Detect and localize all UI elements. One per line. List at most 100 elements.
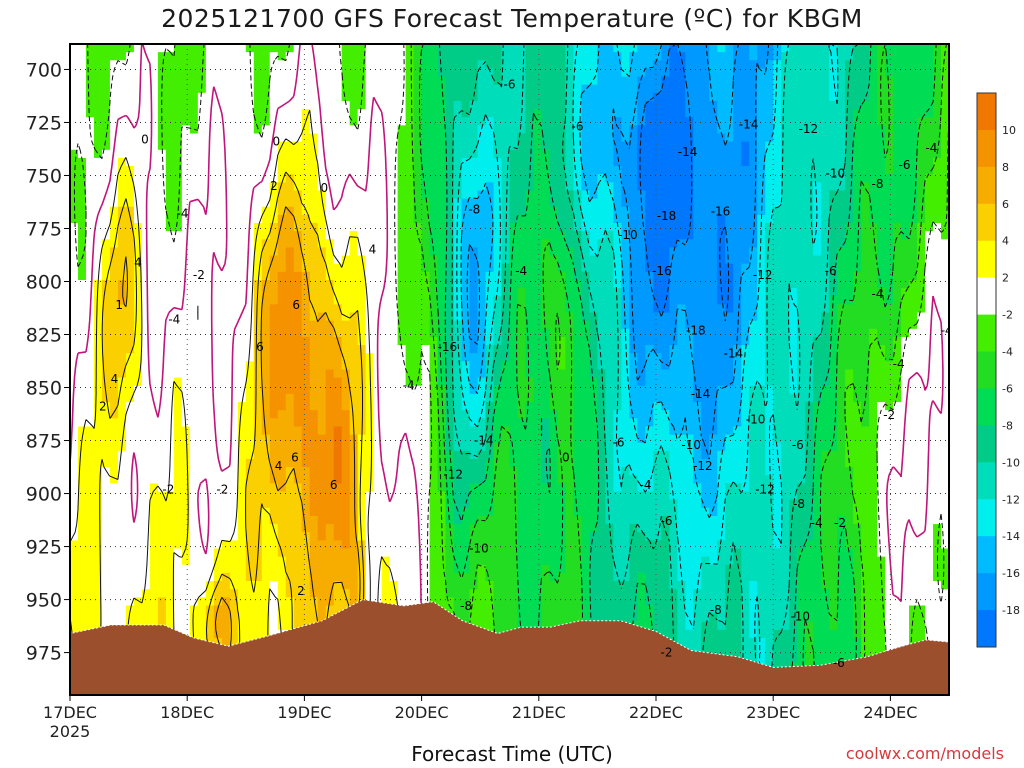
contour-label: -4 bbox=[941, 323, 953, 337]
contour-label: -8 bbox=[460, 599, 472, 613]
contour-label: -6 bbox=[661, 514, 673, 528]
y-tick-label: 850 bbox=[26, 378, 62, 400]
contour-label: -10 bbox=[681, 438, 701, 452]
contour-label: 4 bbox=[275, 459, 283, 473]
x-tick-label: 17DEC bbox=[43, 703, 97, 722]
contour-label: -18 bbox=[686, 323, 706, 337]
contour-label: -8 bbox=[793, 497, 805, 511]
contour-label: -12 bbox=[693, 459, 713, 473]
contour-label: -2 bbox=[162, 482, 174, 496]
y-tick-label: 775 bbox=[26, 218, 62, 240]
contour-label: -4 bbox=[925, 141, 937, 155]
contour--8 bbox=[438, 44, 872, 695]
colorbar-tick-label: -14 bbox=[1002, 530, 1020, 543]
x-tick-label: 22DEC bbox=[629, 703, 683, 722]
contour-label: -14 bbox=[691, 387, 711, 401]
contour-label: 6 bbox=[256, 340, 264, 354]
contour-label: 2 bbox=[297, 584, 305, 598]
contour-label: -14 bbox=[474, 434, 494, 448]
contour-label: -6 bbox=[792, 438, 804, 452]
contour-label: -6 bbox=[504, 77, 516, 91]
contour-label: -10 bbox=[618, 228, 638, 242]
contour-label: -4 bbox=[403, 378, 415, 392]
contour-label: -2 bbox=[883, 408, 895, 422]
contour-label: 6 bbox=[330, 478, 338, 492]
colorbar-tick-label: 10 bbox=[1002, 124, 1016, 137]
contour--16 bbox=[466, 44, 770, 460]
contour-label: -12 bbox=[443, 468, 463, 482]
x-tick-label: 20DEC bbox=[395, 703, 449, 722]
contour-label: 6 bbox=[292, 298, 300, 312]
colorbar-tick-label: -10 bbox=[1002, 456, 1020, 469]
contour-label: -6 bbox=[833, 656, 845, 670]
contour-label: -16 bbox=[438, 340, 458, 354]
contour-label: -4 bbox=[893, 357, 905, 371]
contour-label: -2 bbox=[834, 516, 846, 530]
contour-label: 4 bbox=[369, 243, 377, 257]
colorbar-swatch bbox=[977, 203, 996, 242]
contour-label: -4 bbox=[515, 264, 527, 278]
contour-label: -2 bbox=[193, 268, 205, 282]
y-tick-label: 900 bbox=[26, 484, 62, 506]
contour-label: -12 bbox=[799, 122, 819, 136]
contour-label: 0 bbox=[272, 135, 280, 149]
contour-label: -4 bbox=[872, 287, 884, 301]
x-tick-label: 23DEC bbox=[746, 703, 800, 722]
contour-label: -4 bbox=[177, 207, 189, 221]
colorbar-tick-label: -18 bbox=[1002, 604, 1020, 617]
contour-label: 2 bbox=[99, 400, 107, 414]
colorbar-tick-label: 4 bbox=[1002, 235, 1009, 248]
colorbar-swatch bbox=[977, 240, 996, 279]
colorbar-tick-label: -12 bbox=[1002, 493, 1020, 506]
colorbar-tick-label: -16 bbox=[1002, 567, 1020, 580]
colorbar-swatch bbox=[977, 610, 996, 648]
contour-label: -16 bbox=[711, 205, 731, 219]
colorbar-swatch bbox=[977, 462, 996, 500]
contour--18 bbox=[639, 44, 730, 322]
y-tick-label: 825 bbox=[26, 325, 62, 347]
plot-frame bbox=[69, 43, 950, 696]
colorbar-tick-label: 2 bbox=[1002, 272, 1009, 285]
contour-label: -14 bbox=[739, 118, 759, 132]
contour-label: -10 bbox=[790, 610, 810, 624]
terrain-surface bbox=[70, 599, 949, 695]
x-tick-label: 18DEC bbox=[160, 703, 214, 722]
chart-title: 2025121700 GFS Forecast Temperature (ºC)… bbox=[161, 4, 863, 33]
colorbar-swatch bbox=[977, 573, 996, 611]
x-tick-label: 19DEC bbox=[277, 703, 331, 722]
contour-label: -14 bbox=[678, 145, 698, 159]
contour-label: 1 bbox=[115, 298, 123, 312]
grid-lines bbox=[70, 44, 949, 695]
colorbar-swatch bbox=[977, 536, 996, 574]
pressure-axis: 700 725 750 775 800 825 850 875 900 925 950 975 bbox=[26, 59, 70, 665]
contour-label: -6 bbox=[613, 436, 625, 450]
x-tick-label: 21DEC bbox=[512, 703, 566, 722]
contour-label: -6 bbox=[899, 158, 911, 172]
contour-label: 2 bbox=[270, 179, 278, 193]
contour-label: -10 bbox=[469, 542, 489, 556]
temperature-field bbox=[70, 44, 949, 695]
colorbar-swatch bbox=[977, 425, 996, 463]
colorbar-tick-label: 6 bbox=[1002, 198, 1009, 211]
y-tick-label: 750 bbox=[26, 165, 62, 187]
x-axis-label: Forecast Time (UTC) bbox=[411, 742, 613, 766]
y-tick-label: 975 bbox=[26, 643, 62, 665]
contour-label: -16 bbox=[652, 264, 672, 278]
x-tick-label: 24DEC bbox=[863, 703, 917, 722]
contour-label: -2 bbox=[216, 482, 228, 496]
y-tick-label: 875 bbox=[26, 431, 62, 453]
colorbar-tick-label: -4 bbox=[1002, 346, 1013, 359]
contour-label: 0 bbox=[141, 132, 149, 146]
colorbar-tick-label: 8 bbox=[1002, 161, 1009, 174]
contour-label: -12 bbox=[755, 482, 775, 496]
contour-label: -12 bbox=[753, 268, 773, 282]
contour-label: -14 bbox=[724, 347, 744, 361]
contour-label: 6 bbox=[291, 451, 299, 465]
contour-label: -8 bbox=[468, 202, 480, 216]
contour-label: -6 bbox=[572, 120, 584, 134]
colorbar-swatch bbox=[977, 166, 996, 205]
y-tick-label: 700 bbox=[26, 59, 62, 81]
contour-label: -10 bbox=[825, 166, 845, 180]
